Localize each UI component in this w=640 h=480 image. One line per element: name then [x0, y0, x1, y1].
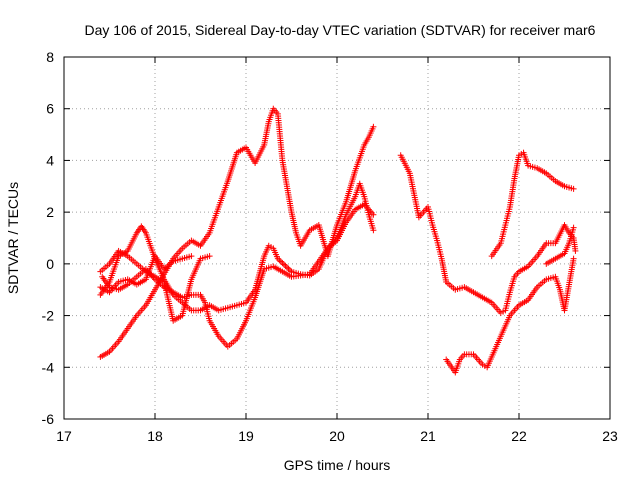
- data-point-track-a: [370, 227, 377, 234]
- x-tick-label: 19: [238, 428, 254, 444]
- y-tick-label: 0: [46, 256, 54, 272]
- x-tick-label: 22: [511, 428, 527, 444]
- x-axis-label: GPS time / hours: [284, 457, 391, 473]
- data-point-track-e: [188, 253, 195, 260]
- data-point-track-d: [206, 253, 213, 260]
- data-point-track-f: [572, 247, 579, 254]
- y-tick-label: -2: [42, 308, 55, 324]
- axes: 17 18 19 20 21 22 23 -6 -4 -2 0 2 4 6 8: [42, 49, 618, 444]
- x-tick-label: 21: [420, 428, 436, 444]
- x-tick-label: 17: [56, 428, 72, 444]
- grid: [64, 57, 610, 419]
- plot-frame: [63, 56, 611, 420]
- data-point-track-c: [370, 123, 377, 130]
- y-axis-label: SDTVAR / TECUs: [5, 182, 21, 294]
- data-points: [97, 105, 579, 376]
- y-tick-label: 8: [46, 49, 54, 65]
- data-point-track-b: [370, 211, 377, 218]
- x-tick-label: 23: [602, 428, 618, 444]
- y-tick-label: -4: [42, 359, 55, 375]
- y-tick-label: 6: [46, 101, 54, 117]
- data-point-track-g: [570, 185, 577, 192]
- x-tick-label: 20: [329, 428, 345, 444]
- data-point-track-h: [570, 255, 577, 262]
- x-tick-label: 18: [147, 428, 163, 444]
- chart-title: Day 106 of 2015, Sidereal Day-to-day VTE…: [85, 22, 596, 38]
- y-tick-label: 4: [46, 152, 54, 168]
- data-point-track-i: [570, 224, 577, 231]
- y-tick-label: -6: [42, 411, 55, 427]
- y-tick-label: 2: [46, 204, 54, 220]
